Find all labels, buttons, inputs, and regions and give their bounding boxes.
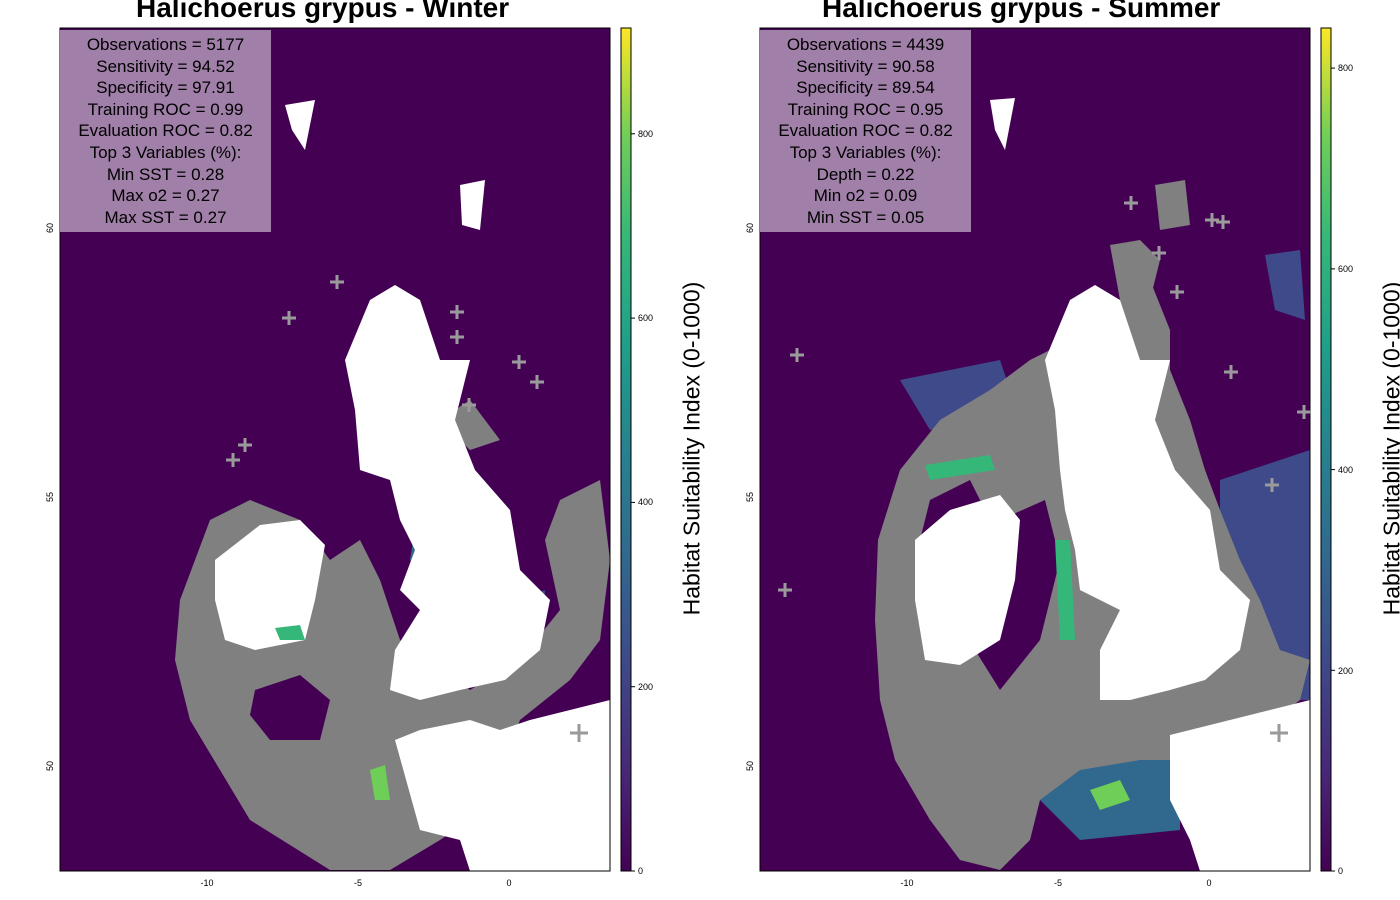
stat-line: Min SST = 0.28 (60, 164, 271, 186)
y-tick-label: 60 (45, 223, 55, 233)
stat-line: Evaluation ROC = 0.82 (60, 120, 271, 142)
x-tick-label: 0 (506, 878, 511, 888)
colorbar-ticks (631, 134, 635, 871)
winter-panel: Halichoerus grypus - Winter (0, 0, 700, 900)
stat-line: Sensitivity = 90.58 (760, 56, 971, 78)
stat-line: Min SST = 0.05 (760, 207, 971, 229)
colorbar-tick-label: 600 (1338, 264, 1353, 274)
stat-line: Max o2 = 0.27 (60, 185, 271, 207)
colorbar-tick-label: 200 (638, 682, 653, 692)
stat-line: Max SST = 0.27 (60, 207, 271, 229)
y-tick-label: 50 (45, 761, 55, 771)
y-tick-label: 60 (745, 223, 755, 233)
x-tick-label: -5 (354, 878, 362, 888)
summer-panel: Halichoerus grypus - Summer (700, 0, 1400, 900)
x-tick-label: -10 (900, 878, 913, 888)
stat-line: Observations = 4439 (760, 34, 971, 56)
model-stats-box: Observations = 4439 Sensitivity = 90.58 … (760, 30, 971, 232)
stat-line: Top 3 Variables (%): (60, 142, 271, 164)
x-tick-label: -5 (1054, 878, 1062, 888)
colorbar-ticks (1331, 68, 1335, 871)
y-tick-label: 55 (745, 492, 755, 502)
stat-line: Sensitivity = 94.52 (60, 56, 271, 78)
colorbar-label: Habitat Suitability Index (0-1000) (1379, 264, 1400, 634)
colorbar-tick-label: 600 (638, 313, 653, 323)
stat-line: Specificity = 97.91 (60, 77, 271, 99)
stat-line: Min o2 = 0.09 (760, 185, 971, 207)
colorbar-tick-label: 400 (638, 497, 653, 507)
x-tick-label: 0 (1206, 878, 1211, 888)
y-tick-label: 50 (745, 761, 755, 771)
colorbar-tick-label: 0 (638, 866, 643, 876)
colorbar-tick-label: 400 (1338, 465, 1353, 475)
stat-line: Depth = 0.22 (760, 164, 971, 186)
stat-line: Observations = 5177 (60, 34, 271, 56)
colorbar-tick-label: 200 (1338, 666, 1353, 676)
stat-line: Training ROC = 0.99 (60, 99, 271, 121)
stat-line: Training ROC = 0.95 (760, 99, 971, 121)
x-tick-label: -10 (200, 878, 213, 888)
colorbar (1321, 28, 1331, 871)
stat-line: Evaluation ROC = 0.82 (760, 120, 971, 142)
colorbar (621, 28, 631, 871)
observation-zone (1155, 180, 1190, 230)
stat-line: Top 3 Variables (%): (760, 142, 971, 164)
colorbar-tick-label: 800 (1338, 63, 1353, 73)
y-tick-label: 55 (45, 492, 55, 502)
model-stats-box: Observations = 5177 Sensitivity = 94.52 … (60, 30, 271, 232)
colorbar-tick-label: 800 (638, 129, 653, 139)
stat-line: Specificity = 89.54 (760, 77, 971, 99)
colorbar-tick-label: 0 (1338, 866, 1343, 876)
